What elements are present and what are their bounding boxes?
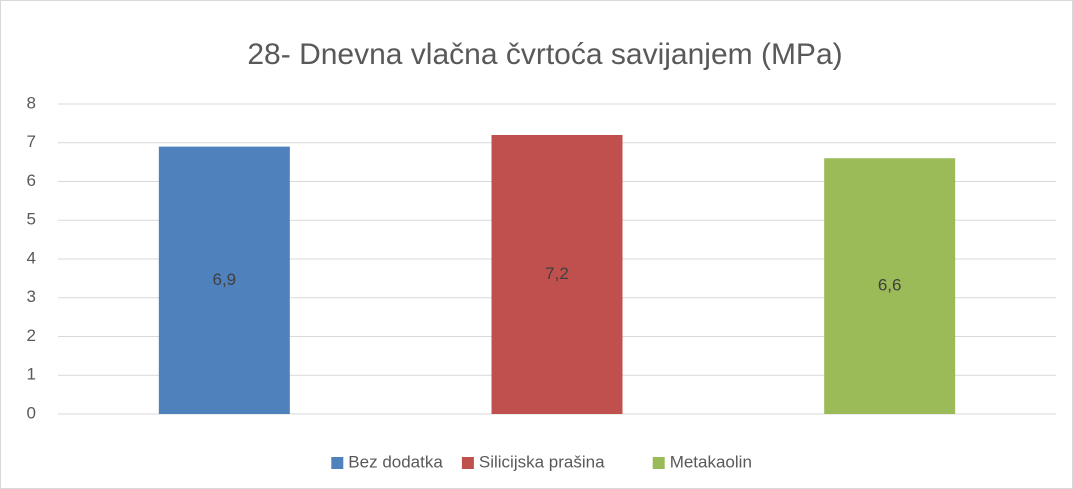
- y-tick-label: 2: [27, 326, 36, 345]
- bar: [158, 146, 290, 414]
- bar: [491, 135, 623, 414]
- data-label: 6,9: [213, 270, 237, 289]
- y-tick-label: 4: [27, 248, 36, 267]
- y-tick-label: 0: [27, 403, 36, 422]
- y-tick-label: 7: [27, 132, 36, 151]
- y-tick-label: 8: [27, 93, 36, 112]
- legend-swatch: [331, 457, 344, 469]
- y-tick-label: 3: [27, 287, 36, 306]
- y-tick-label: 6: [27, 171, 36, 190]
- legend-swatch: [652, 457, 665, 469]
- bar: [824, 158, 956, 414]
- legend-label: Silicijska prašina: [479, 452, 605, 471]
- data-label: 7,2: [545, 264, 569, 283]
- y-tick-label: 1: [27, 365, 36, 384]
- legend-label: Metakaolin: [670, 452, 752, 471]
- legend-swatch: [461, 457, 474, 469]
- data-label: 6,6: [878, 276, 902, 295]
- legend-label: Bez dodatka: [348, 452, 443, 471]
- y-tick-label: 5: [27, 210, 36, 229]
- chart-title: 28- Dnevna vlačna čvrtoća savijanjem (MP…: [247, 38, 842, 71]
